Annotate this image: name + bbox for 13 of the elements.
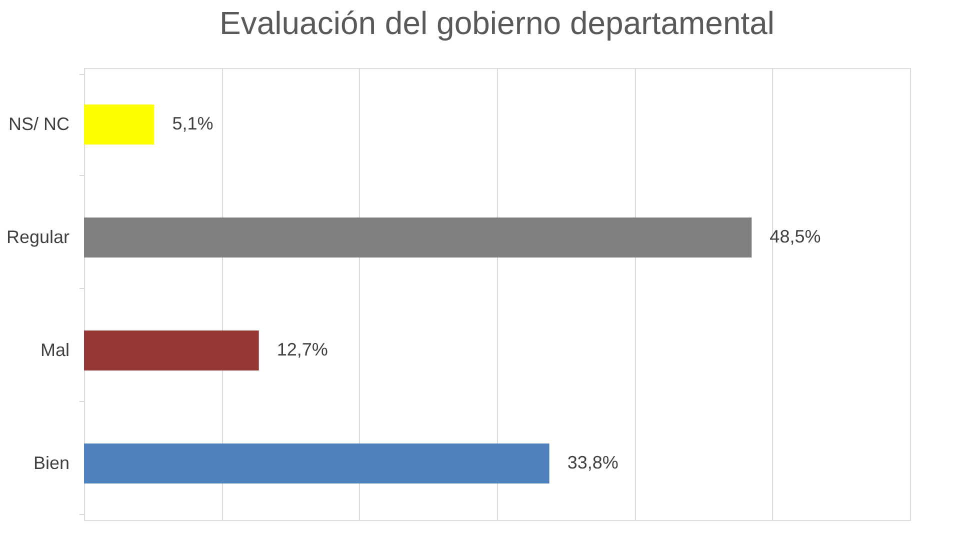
y-tick-label: Regular [6, 227, 70, 247]
bar [84, 104, 154, 144]
data-label: 5,1% [172, 114, 214, 134]
bar [84, 218, 752, 258]
data-label: 12,7% [276, 340, 328, 360]
y-tick-label: NS/ NC [8, 114, 70, 134]
y-tick-label: Bien [33, 453, 70, 473]
data-label: 33,8% [567, 452, 618, 472]
y-tick-label: Mal [40, 340, 70, 360]
bar [84, 330, 259, 370]
bar [84, 444, 550, 484]
chart-title: Evaluación del gobierno departamental [219, 5, 775, 41]
data-label: 48,5% [770, 226, 821, 246]
